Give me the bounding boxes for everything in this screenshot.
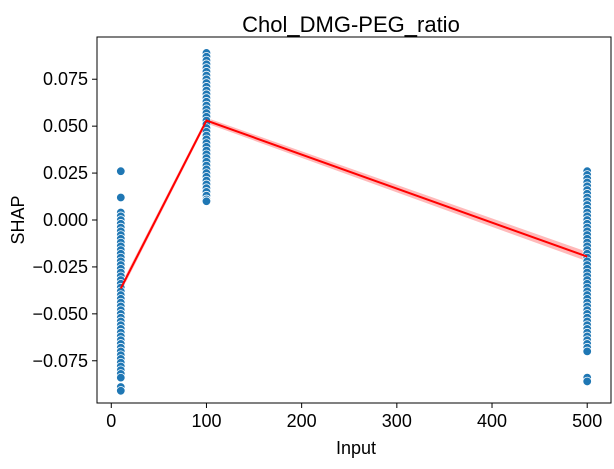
y-tick-label: 0.075 bbox=[43, 69, 88, 89]
confidence-band bbox=[120, 117, 588, 293]
y-tick-label: −0.025 bbox=[32, 257, 88, 277]
x-tick-label: 300 bbox=[382, 411, 412, 431]
scatter-point bbox=[116, 386, 126, 396]
y-axis-ticks: −0.075 −0.050 −0.025 0.000 0.025 0.050 0.075 bbox=[32, 69, 97, 371]
x-tick-label: 500 bbox=[572, 411, 602, 431]
y-tick-label: −0.075 bbox=[32, 351, 88, 371]
y-tick-label: −0.050 bbox=[32, 304, 88, 324]
y-axis-label: SHAP bbox=[8, 195, 28, 244]
scatter-point bbox=[582, 346, 592, 357]
x-axis-ticks: 0 100 200 300 400 500 bbox=[106, 403, 602, 431]
trend-line-layer bbox=[119, 119, 588, 289]
scatter-point bbox=[116, 192, 126, 203]
y-tick-label: 0.000 bbox=[43, 210, 88, 230]
chart-title: Chol_DMG-PEG_ratio bbox=[242, 12, 460, 37]
scatter-points-layer bbox=[116, 48, 592, 396]
scatter-point bbox=[582, 376, 592, 387]
y-tick-label: 0.025 bbox=[43, 163, 88, 183]
confidence-band-layer bbox=[120, 117, 588, 293]
y-tick-label: 0.050 bbox=[43, 116, 88, 136]
trend-line bbox=[119, 119, 588, 289]
x-tick-label: 200 bbox=[287, 411, 317, 431]
scatter-point bbox=[116, 166, 126, 176]
scatter-point bbox=[201, 196, 212, 206]
scatter-point bbox=[116, 372, 126, 383]
x-axis-label: Input bbox=[336, 438, 376, 458]
plot-frame bbox=[96, 36, 612, 404]
x-tick-label: 100 bbox=[191, 411, 221, 431]
x-tick-label: 0 bbox=[106, 411, 116, 431]
x-tick-label: 400 bbox=[477, 411, 507, 431]
